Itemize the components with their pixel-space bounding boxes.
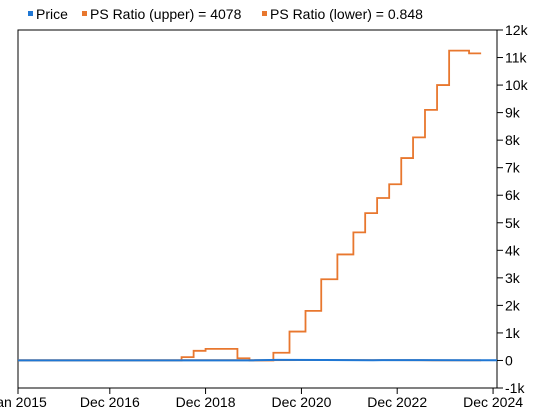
y-tick-label: 7k xyxy=(505,160,521,176)
legend-label: Price xyxy=(36,6,68,22)
legend-item[interactable]: PS Ratio (lower) = 0.848 xyxy=(262,6,423,22)
x-tick-label: Dec 2020 xyxy=(271,394,331,410)
plot-area xyxy=(17,29,498,389)
y-tick-label: 0 xyxy=(505,352,513,368)
series-layer xyxy=(18,49,498,362)
legend: Price PS Ratio (upper) = 4078 PS Ratio (lo… xyxy=(28,6,423,22)
legend-item[interactable]: PS Ratio (upper) = 4078 xyxy=(82,6,242,22)
legend-swatch xyxy=(82,11,87,16)
y-tick-label: 1k xyxy=(505,325,521,341)
y-tick-label: 9k xyxy=(505,105,521,121)
y-tick-label: -1k xyxy=(505,380,525,396)
x-tick-label: Dec 2022 xyxy=(367,394,427,410)
y-axis: -1k 0 1k 2k 3k 4k 5k 6k 7k 8k 9k 10k 11k 12k xyxy=(497,22,529,396)
x-tick-label: Dec 2024 xyxy=(463,394,523,410)
y-tick-label: 4k xyxy=(505,242,521,258)
y-tick-label: 5k xyxy=(505,215,521,231)
legend-swatch xyxy=(28,11,33,16)
x-tick-label: Dec 2018 xyxy=(176,394,236,410)
series-line xyxy=(18,49,482,362)
x-axis: Jan 2015 Dec 2016 Dec 2018 Dec 2020 Dec 2022… xyxy=(0,388,523,410)
y-tick-label: 10k xyxy=(505,77,529,93)
y-tick-label: 12k xyxy=(505,22,529,38)
legend-label: PS Ratio (lower) = 0.848 xyxy=(270,6,423,22)
y-tick-label: 2k xyxy=(505,297,521,313)
y-tick-label: 6k xyxy=(505,187,521,203)
legend-swatch xyxy=(262,11,267,16)
y-tick-label: 8k xyxy=(505,132,521,148)
x-tick-label: Dec 2016 xyxy=(80,394,140,410)
y-tick-label: 3k xyxy=(505,270,521,286)
legend-item[interactable]: Price xyxy=(28,6,68,22)
y-tick-label: 11k xyxy=(505,50,528,66)
x-tick-label: Jan 2015 xyxy=(0,394,47,410)
legend-label: PS Ratio (upper) = 4078 xyxy=(90,6,242,22)
